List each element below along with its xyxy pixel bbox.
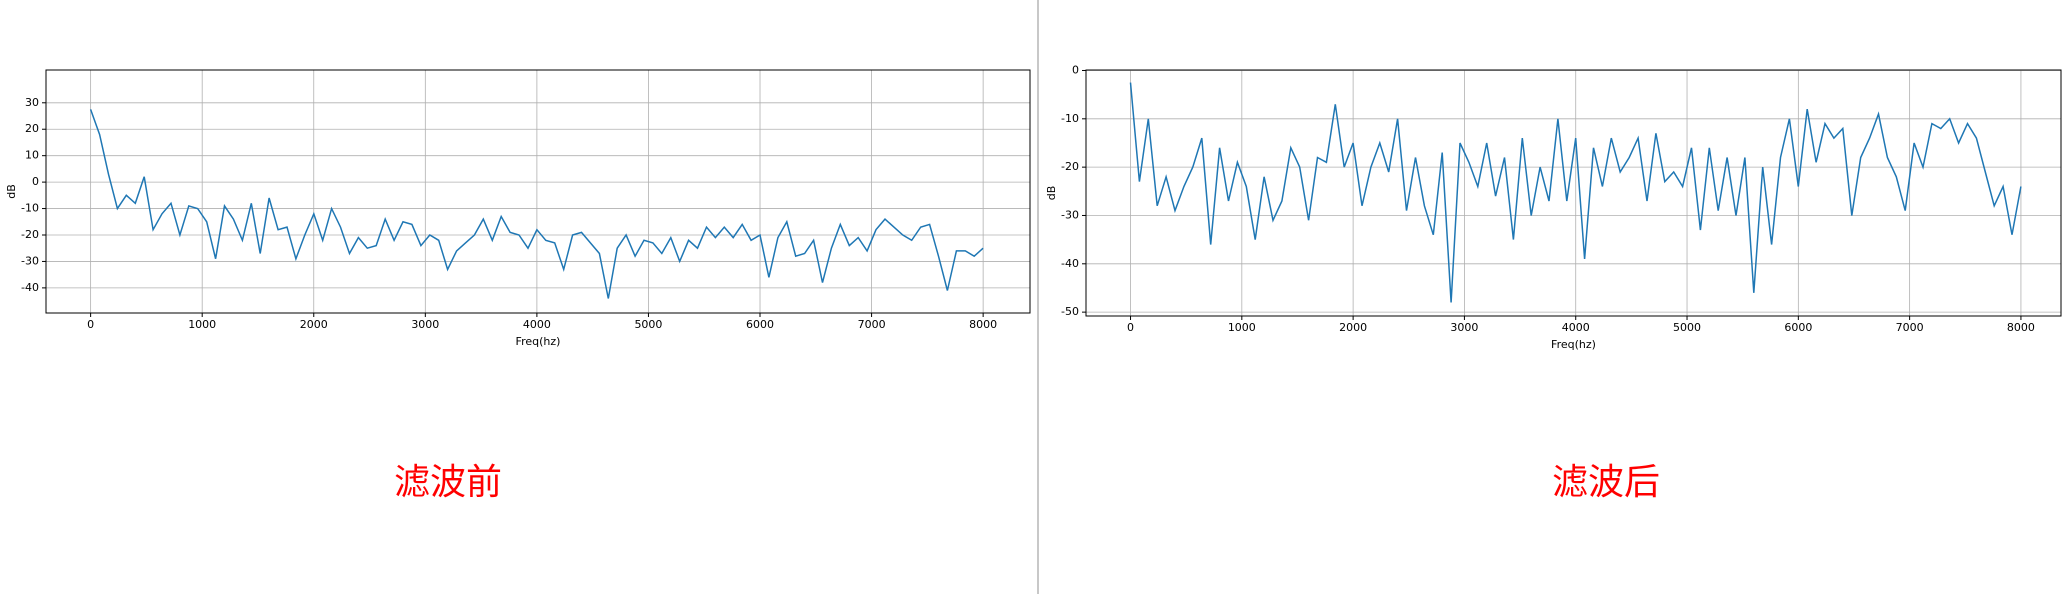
x-tick-label: 4000 bbox=[523, 318, 551, 331]
x-tick-label: 5000 bbox=[1673, 321, 1701, 334]
x-tick-label: 1000 bbox=[188, 318, 216, 331]
y-tick-label: -10 bbox=[1061, 112, 1079, 125]
y-axis-label: dB bbox=[5, 184, 18, 199]
y-tick-label: 0 bbox=[32, 175, 39, 188]
x-tick-label: 2000 bbox=[1339, 321, 1367, 334]
x-tick-label: 0 bbox=[1127, 321, 1134, 334]
y-tick-label: 0 bbox=[1072, 63, 1079, 76]
x-tick-label: 7000 bbox=[1896, 321, 1924, 334]
x-tick-label: 6000 bbox=[1784, 321, 1812, 334]
y-tick-label: 10 bbox=[25, 149, 39, 162]
y-tick-label: -10 bbox=[21, 202, 39, 215]
x-tick-label: 5000 bbox=[634, 318, 662, 331]
x-tick-label: 6000 bbox=[746, 318, 774, 331]
caption: 滤波后 bbox=[1552, 462, 1660, 503]
y-tick-label: -20 bbox=[21, 228, 39, 241]
data-line bbox=[1129, 82, 2022, 303]
plot-frame bbox=[1085, 69, 2062, 317]
x-tick-label: 8000 bbox=[2007, 321, 2035, 334]
y-tick-label: -50 bbox=[1061, 305, 1079, 318]
x-axis-label: Freq(hz) bbox=[516, 335, 561, 348]
x-tick-label: 4000 bbox=[1562, 321, 1590, 334]
y-tick-label: 30 bbox=[25, 96, 39, 109]
x-tick-label: 2000 bbox=[300, 318, 328, 331]
plot-frame bbox=[45, 69, 1031, 314]
x-tick-label: 7000 bbox=[858, 318, 886, 331]
x-tick-label: 3000 bbox=[411, 318, 439, 331]
x-tick-label: 8000 bbox=[969, 318, 997, 331]
y-axis-label: dB bbox=[1045, 186, 1058, 201]
y-tick-label: 20 bbox=[25, 122, 39, 135]
x-tick-label: 1000 bbox=[1228, 321, 1256, 334]
y-tick-label: -20 bbox=[1061, 160, 1079, 173]
x-tick-label: 3000 bbox=[1450, 321, 1478, 334]
x-axis-label: Freq(hz) bbox=[1551, 338, 1596, 351]
y-tick-label: -30 bbox=[1061, 208, 1079, 221]
y-tick-label: -30 bbox=[21, 254, 39, 267]
x-tick-label: 0 bbox=[87, 318, 94, 331]
y-tick-label: -40 bbox=[21, 281, 39, 294]
y-tick-label: -40 bbox=[1061, 257, 1079, 270]
caption: 滤波前 bbox=[394, 462, 502, 503]
data-line bbox=[89, 109, 984, 299]
